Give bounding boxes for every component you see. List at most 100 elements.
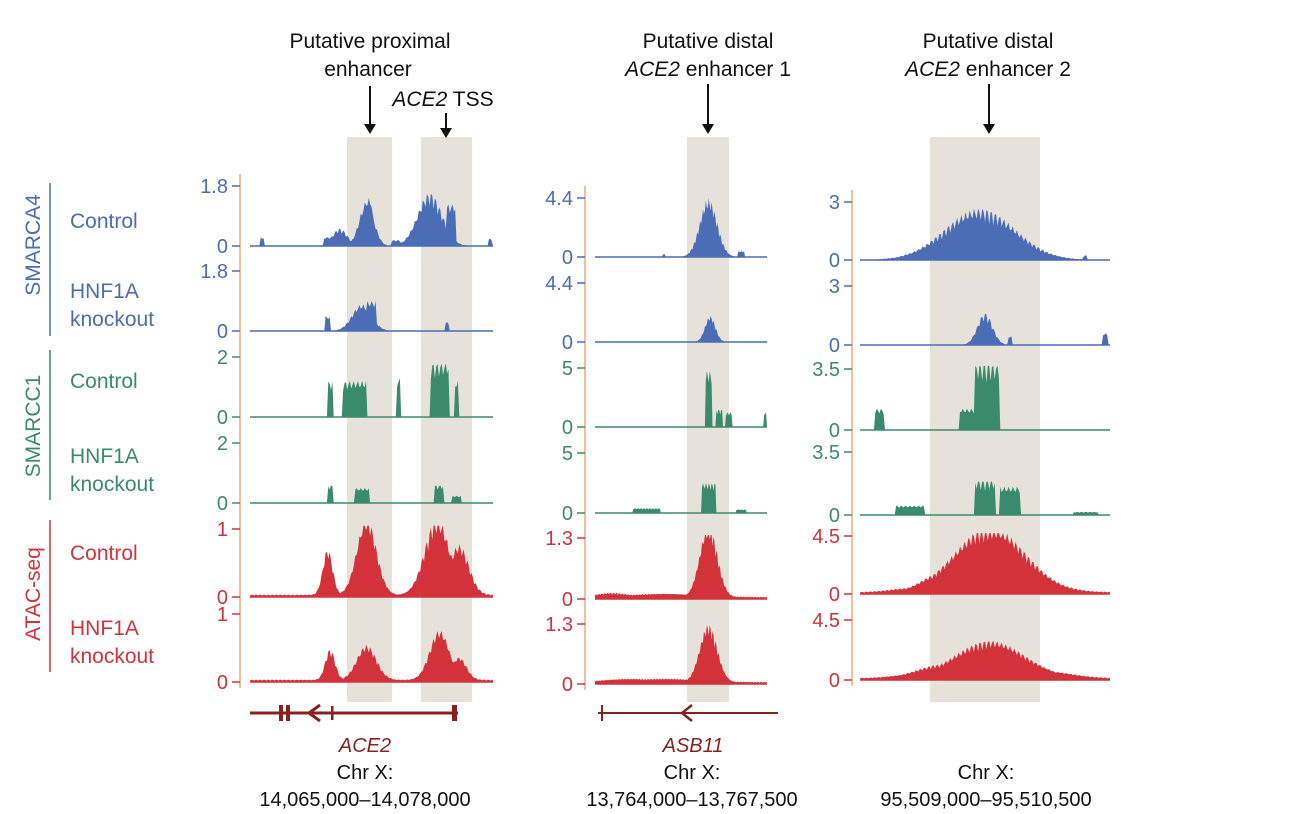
asb11-exon: [601, 705, 603, 721]
condition-label-atac-control: Control: [70, 542, 138, 565]
region2-chrom: Chr X:: [664, 762, 721, 784]
signal-area: [860, 533, 1110, 594]
region3-range: 95,509,000–95,510,500: [880, 789, 1091, 811]
y-tick-label: 3: [829, 276, 840, 298]
region1-range: 14,065,000–14,078,000: [259, 789, 470, 811]
condition-label-smarcc1-control: Control: [70, 370, 138, 393]
group-label-smarcc1: SMARCC1: [22, 375, 45, 478]
annotation-proximal-line2: enhancer: [324, 58, 412, 81]
annotation-proximal-enhancer: Putative proximal enhancer: [289, 30, 451, 134]
signal-area: [595, 371, 767, 427]
ace2-exon: [331, 706, 334, 720]
y-tick-label: 0: [562, 503, 573, 525]
arrowhead-distal2: [983, 124, 995, 134]
annotation-distal-2: Putative distal ACE2 enhancer 2: [903, 30, 1071, 134]
ace2-exon: [286, 705, 290, 721]
y-tick-label: 3: [829, 192, 840, 214]
ace2-gene-label: ACE2: [338, 735, 391, 757]
annotation-distal2-line2: ACE2 enhancer 2: [903, 58, 1071, 81]
y-tick-label: 0: [217, 321, 228, 343]
signal-area: [250, 193, 493, 246]
track-atac-seq-control: 10: [217, 519, 493, 609]
condition-label-atac-ko-1: HNF1A: [70, 617, 139, 640]
y-tick-label: 0: [217, 672, 228, 694]
group-label-atac: ATAC-seq: [22, 547, 45, 641]
y-tick-label: 2: [217, 347, 228, 369]
signal-area: [860, 208, 1110, 260]
y-tick-label: 5: [562, 358, 573, 380]
row-labels: SMARCA4 SMARCC1 ATAC-seq Control HNF1A k…: [22, 183, 154, 672]
y-tick-label: 5: [562, 443, 573, 465]
region-coordinates: Chr X: 14,065,000–14,078,000 Chr X: 13,7…: [259, 762, 1091, 811]
signal-area: [595, 198, 767, 257]
condition-label-smarca4-ko-2: knockout: [70, 308, 154, 331]
track-smarca4-control: 1.80: [200, 176, 493, 258]
y-tick-label: 4.5: [812, 526, 840, 548]
y-tick-label: 4.4: [545, 273, 573, 295]
signal-area: [595, 483, 767, 513]
track-smarcc1-control: 50: [562, 358, 767, 439]
y-tick-label: 0: [562, 674, 573, 696]
track-smarca4-control: 30: [829, 192, 1110, 272]
condition-label-smarca4-control: Control: [70, 210, 138, 233]
annotation-distal-1: Putative distal ACE2 enhancer 1: [623, 30, 791, 134]
signal-area: [860, 313, 1110, 345]
annotation-proximal-line1: Putative proximal: [289, 30, 450, 53]
signal-area: [250, 363, 493, 417]
group-label-smarca4: SMARCA4: [22, 194, 45, 296]
y-tick-label: 4.5: [812, 610, 840, 632]
y-tick-label: 2: [217, 433, 228, 455]
arrowhead-distal1: [702, 124, 714, 134]
ace2-strand-arrow-icon: [306, 703, 321, 723]
track-smarcc1-control: 20: [217, 347, 493, 429]
track-atac-seq-knockout: 10: [217, 604, 493, 694]
arrowhead-tss: [440, 128, 452, 138]
annotation-tss-text: ACE2 TSS: [390, 88, 493, 111]
gene-model-asb11: ASB11: [598, 704, 778, 757]
y-tick-label: 1: [217, 519, 228, 541]
region3-chrom: Chr X:: [958, 762, 1015, 784]
signal-area: [250, 301, 493, 331]
track-smarca4-knockout: 1.80: [200, 261, 493, 343]
y-tick-label: 1.8: [200, 261, 228, 283]
signal-area: [860, 481, 1110, 515]
track-smarca4-knockout: 4.40: [545, 273, 767, 354]
y-tick-label: 4.4: [545, 188, 573, 210]
signal-area: [860, 640, 1110, 680]
annotation-distal2-line1: Putative distal: [923, 30, 1054, 53]
signal-area: [595, 315, 767, 342]
y-tick-label: 1: [217, 604, 228, 626]
annotation-distal1-line2: ACE2 enhancer 1: [623, 58, 791, 81]
y-tick-label: 3.5: [812, 359, 840, 381]
y-tick-label: 0: [829, 250, 840, 272]
condition-label-smarca4-ko-1: HNF1A: [70, 280, 139, 303]
signal-area: [250, 630, 493, 682]
y-tick-label: 0: [217, 587, 228, 609]
signal-area: [595, 625, 767, 684]
condition-label-smarcc1-ko-1: HNF1A: [70, 445, 139, 468]
y-tick-label: 0: [829, 584, 840, 606]
track-smarcc1-control: 3.50: [812, 359, 1110, 442]
region2-range: 13,764,000–13,767,500: [586, 789, 797, 811]
y-tick-label: 0: [562, 417, 573, 439]
asb11-gene-label: ASB11: [662, 735, 724, 757]
track-atac-seq-control: 4.50: [812, 526, 1110, 606]
track-smarcc1-knockout: 50: [562, 443, 767, 525]
y-tick-label: 0: [829, 505, 840, 527]
y-tick-label: 3.5: [812, 442, 840, 464]
y-tick-label: 1.3: [545, 614, 573, 636]
track-atac-seq-knockout: 1.30: [545, 614, 767, 696]
ace2-exon: [279, 705, 283, 721]
track-smarcc1-knockout: 3.50: [812, 442, 1110, 527]
signal-tracks: 1.801.80202010104.404.4050501.301.303030…: [200, 174, 1110, 696]
annotation-ace2-tss: ACE2 TSS: [390, 88, 494, 138]
ace2-exon: [452, 705, 457, 721]
y-tick-label: 0: [217, 493, 228, 515]
track-atac-seq-knockout: 4.50: [812, 610, 1110, 692]
condition-label-atac-ko-2: knockout: [70, 645, 154, 668]
condition-label-smarcc1-ko-2: knockout: [70, 473, 154, 496]
signal-area: [595, 535, 767, 599]
asb11-strand-arrow-icon: [679, 704, 693, 722]
